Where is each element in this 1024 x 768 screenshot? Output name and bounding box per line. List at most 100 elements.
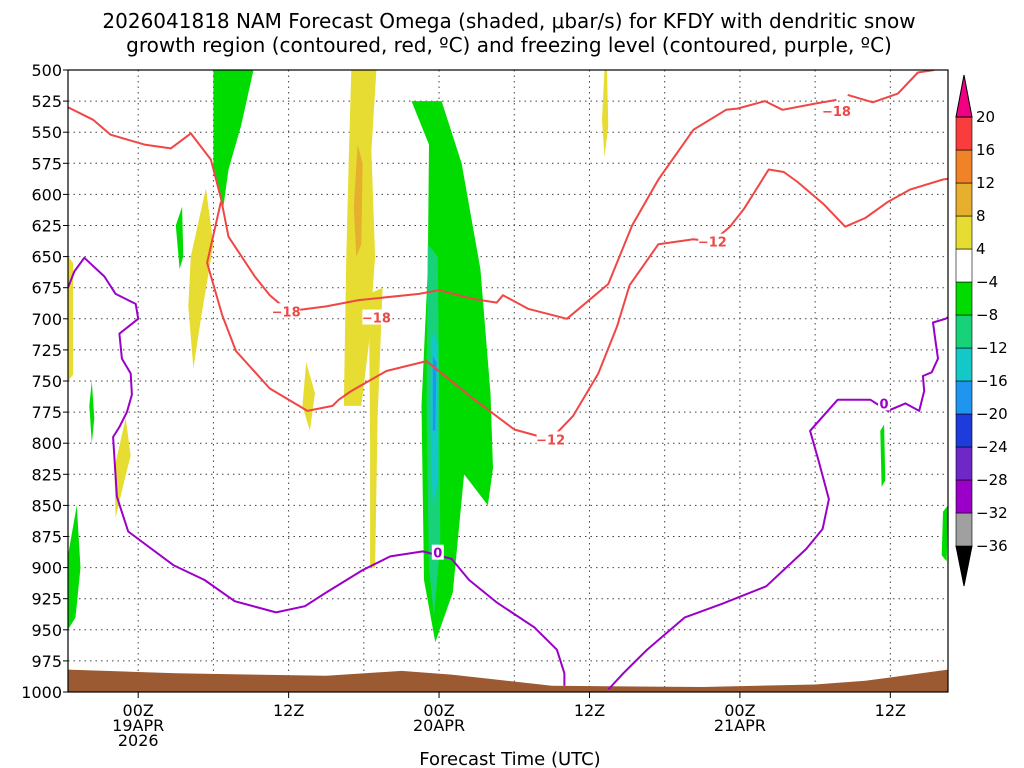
colorbar-label: −20 <box>976 405 1008 423</box>
contour-label-bg <box>362 309 391 325</box>
contour-line <box>68 98 837 320</box>
colorbar-label: −36 <box>976 537 1008 555</box>
omega-region <box>353 144 363 257</box>
omega-region <box>68 505 81 630</box>
y-tick-label: 650 <box>31 248 62 267</box>
x-tick-label: 2026 <box>118 731 159 750</box>
y-tick-label: 625 <box>31 217 62 236</box>
colorbar-arrow-high <box>955 74 973 118</box>
y-tick-label: 900 <box>31 559 62 578</box>
y-tick-label: 825 <box>31 465 62 484</box>
colorbar-label: 20 <box>976 108 995 126</box>
colorbar-label: −28 <box>976 471 1008 489</box>
y-tick-label: 975 <box>31 652 62 671</box>
omega-region <box>941 505 948 562</box>
omega-region <box>114 418 131 518</box>
y-tick-label: 850 <box>31 496 62 515</box>
contour-label: −12 <box>536 433 565 448</box>
chart-title-line-1: 2026041818 NAM Forecast Omega (shaded, μ… <box>102 9 915 33</box>
y-tick-label: 725 <box>31 341 62 360</box>
colorbar-label: 4 <box>976 240 986 258</box>
colorbar-band <box>955 347 973 382</box>
contour-label-bg <box>272 303 301 319</box>
y-tick-label: 675 <box>31 279 62 298</box>
omega-region <box>89 381 95 444</box>
colorbar-band <box>955 182 973 217</box>
temperature-contours <box>68 70 948 691</box>
pressure-axis: 500 525 550 575 600 625 650 675 700 725 750 775 800 8… <box>21 61 68 702</box>
omega-region <box>302 362 315 431</box>
contour-labels: −18 −18 −18 −12 −12 0 0 <box>272 103 891 562</box>
colorbar-band <box>955 314 973 349</box>
contour-label-bg <box>431 544 444 560</box>
colorbar-band <box>955 149 973 184</box>
omega-region <box>432 356 437 431</box>
contour-label: 0 <box>433 547 442 562</box>
y-tick-label: 500 <box>31 61 62 80</box>
colorbar-band <box>955 281 973 316</box>
contour-line <box>847 70 935 104</box>
colorbar-label: −4 <box>976 273 998 291</box>
colorbar-label: −32 <box>976 504 1008 522</box>
colorbar-band <box>955 248 973 283</box>
colorbar-label: −12 <box>976 339 1008 357</box>
ground-terrain <box>68 669 948 692</box>
omega-colorbar: −36 −32 −28 −24 −20 −16 −12 −8 −4 4 8 12 16 20 <box>955 74 1008 587</box>
colorbar-band <box>955 215 973 250</box>
colorbar-label: 12 <box>976 174 995 192</box>
y-tick-label: 600 <box>31 185 62 204</box>
chart-title-line-2: growth region (contoured, red, ºC) and f… <box>126 33 892 57</box>
omega-region <box>213 70 254 207</box>
y-tick-label: 925 <box>31 590 62 609</box>
x-tick-label: 12Z <box>574 701 605 720</box>
y-tick-label: 575 <box>31 154 62 173</box>
colorbar-label: −24 <box>976 438 1008 456</box>
colorbar-label: −8 <box>976 306 998 324</box>
x-tick-label: 00Z <box>123 701 154 720</box>
y-tick-label: 950 <box>31 621 62 640</box>
x-tick-label: 00Z <box>724 701 755 720</box>
ground-fill <box>68 669 948 692</box>
y-tick-label: 1000 <box>21 683 62 702</box>
y-tick-label: 750 <box>31 372 62 391</box>
omega-region <box>68 256 73 381</box>
x-tick-label: 20APR <box>413 716 465 735</box>
colorbar-label: 16 <box>976 141 995 159</box>
omega-shading <box>68 70 948 643</box>
x-tick-label: 12Z <box>875 701 906 720</box>
x-tick-label: 12Z <box>273 701 304 720</box>
colorbar-arrow-low <box>955 545 973 587</box>
y-tick-label: 775 <box>31 403 62 422</box>
y-tick-label: 700 <box>31 310 62 329</box>
gridlines <box>68 69 948 693</box>
x-tick-label: 19APR <box>112 716 164 735</box>
colorbar-label: −16 <box>976 372 1008 390</box>
colorbar-band <box>955 446 973 481</box>
contour-line <box>68 256 566 686</box>
y-tick-label: 800 <box>31 434 62 453</box>
omega-region <box>175 206 184 269</box>
colorbar-label: 8 <box>976 207 986 225</box>
contour-label-bg <box>878 395 891 411</box>
contour-label: −18 <box>272 305 301 320</box>
y-tick-label: 875 <box>31 528 62 547</box>
colorbar-band <box>955 413 973 448</box>
contour-label: −18 <box>822 105 851 120</box>
omega-region <box>368 287 383 568</box>
contour-line <box>607 316 948 691</box>
x-axis-label: Forecast Time (UTC) <box>419 749 600 768</box>
x-tick-label: 00Z <box>423 701 454 720</box>
y-tick-label: 550 <box>31 123 62 142</box>
contour-line <box>206 168 948 441</box>
contour-label-bg <box>822 103 851 119</box>
contour-label: −12 <box>698 236 727 251</box>
colorbar-band <box>955 479 973 514</box>
contour-label-bg <box>698 233 727 249</box>
contour-label-bg <box>536 431 565 447</box>
colorbar-band <box>955 380 973 415</box>
x-tick-label: 21APR <box>714 716 766 735</box>
omega-region <box>602 70 609 158</box>
contour-label: 0 <box>880 397 889 412</box>
